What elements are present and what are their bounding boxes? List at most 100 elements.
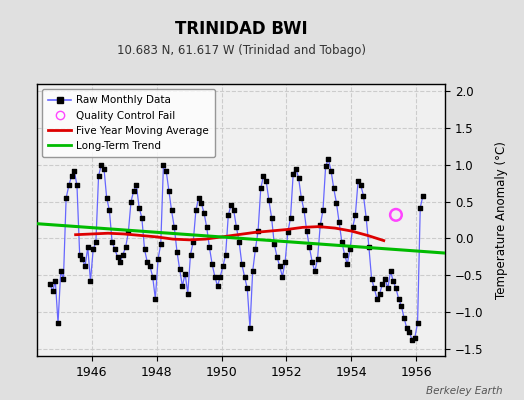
Point [257,185,265,192]
Point [213,283,222,289]
Point [232,224,241,230]
Point [148,274,157,280]
Point [92,239,100,245]
Point [276,263,284,270]
Point [270,241,278,248]
Point [357,182,365,189]
Point [103,195,111,201]
Point [187,251,195,258]
Point [327,168,335,174]
Point [181,270,189,277]
Point [392,212,400,218]
Point [97,162,105,168]
Point [219,263,227,270]
Point [140,246,149,253]
Point [100,165,108,172]
Point [292,165,300,172]
Point [127,198,135,205]
Point [395,296,403,302]
Point [308,259,316,265]
Point [146,263,154,270]
Point [311,268,319,275]
Point [251,246,259,253]
Point [68,173,76,179]
Point [241,274,249,280]
Point [278,274,287,280]
Point [283,229,292,236]
Text: Berkeley Earth: Berkeley Earth [427,386,503,396]
Point [170,224,179,230]
Point [321,163,330,170]
Point [54,320,62,326]
Point [151,296,159,302]
Point [248,268,257,275]
Point [332,200,341,206]
Point [254,228,262,234]
Point [419,192,427,199]
Point [378,281,387,287]
Point [105,207,114,214]
Point [305,244,313,250]
Point [48,288,57,294]
Point [330,185,338,192]
Point [341,251,349,258]
Point [351,212,359,218]
Point [138,214,146,221]
Point [265,197,273,203]
Point [246,325,254,331]
Point [297,195,305,201]
Point [111,246,119,253]
Point [289,170,298,177]
Point [62,195,70,201]
Point [59,276,68,282]
Point [157,241,165,248]
Point [384,285,392,292]
Point [324,156,333,162]
Point [316,222,324,228]
Point [119,251,127,258]
Point [122,244,130,250]
Point [411,334,419,341]
Point [64,182,73,189]
Point [273,254,281,260]
Point [192,207,200,214]
Point [348,224,357,230]
Point [51,278,60,284]
Point [281,259,289,265]
Point [176,266,184,272]
Point [81,263,89,270]
Point [343,261,352,267]
Point [216,274,224,280]
Point [46,281,54,287]
Point [173,248,181,255]
Point [78,256,86,262]
Point [286,214,294,221]
Point [70,168,79,174]
Point [235,239,243,245]
Point [400,314,408,321]
Point [381,276,389,282]
Point [135,204,143,211]
Point [86,278,95,284]
Point [183,290,192,297]
Point [362,214,370,221]
Point [227,202,235,208]
Point [129,187,138,194]
Point [197,200,205,206]
Point [262,178,270,184]
Point [194,195,203,201]
Point [94,173,103,179]
Point [267,214,276,221]
Point [57,268,65,275]
Point [365,244,373,250]
Point [75,251,84,258]
Point [189,239,198,245]
Point [354,178,362,184]
Point [238,261,246,267]
Point [200,210,208,216]
Text: 10.683 N, 61.617 W (Trinidad and Tobago): 10.683 N, 61.617 W (Trinidad and Tobago) [116,44,366,57]
Point [370,285,378,292]
Point [386,268,395,275]
Point [116,259,124,265]
Point [230,207,238,214]
